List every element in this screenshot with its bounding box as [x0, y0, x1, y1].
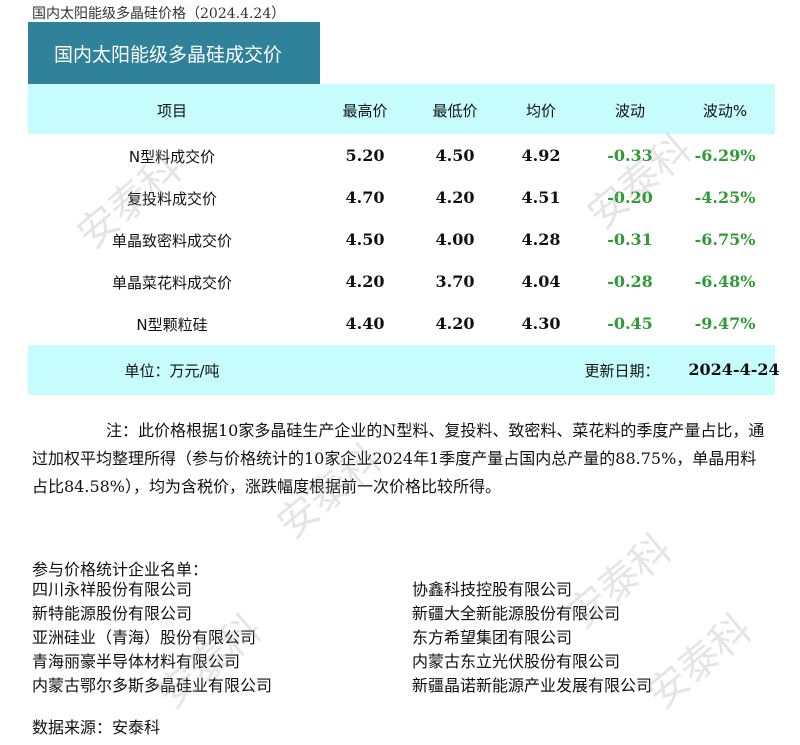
row-label: N型颗粒硅: [136, 316, 208, 334]
table-footer-row: 单位：万元/吨 更新日期： 2024-4-24: [28, 345, 780, 395]
table-cell: 4.40: [345, 314, 385, 333]
table-cell: 4.20: [345, 272, 385, 291]
table-cell: -9.47%: [694, 314, 756, 333]
company-item: 内蒙古东立光伏股份有限公司: [412, 652, 621, 671]
table-cell: 4.51: [521, 188, 561, 207]
table-cell: 4.70: [345, 188, 385, 207]
table-cell: 4.20: [435, 188, 475, 207]
column-header: 项目: [156, 102, 188, 120]
table-cell: -6.75%: [694, 230, 756, 249]
column-header: 最高价: [342, 102, 388, 120]
column-header: 波动: [614, 102, 646, 120]
table-cell: -0.33: [607, 146, 653, 165]
document-title: 国内太阳能级多晶硅价格（2024.4.24）: [32, 6, 286, 22]
table-cell: -6.29%: [694, 146, 756, 165]
note-paragraph: 注：此价格根据10家多晶硅生产企业的N型料、复投料、致密料、菜花料的季度产量占比…: [32, 421, 765, 496]
company-item: 东方希望集团有限公司: [412, 628, 573, 647]
table-cell: -4.25%: [694, 188, 756, 207]
table-cell: 4.00: [435, 230, 475, 249]
companies-title: 参与价格统计企业名单：: [32, 560, 209, 579]
unit-label: 单位：万元/吨: [124, 362, 220, 380]
table-cell: 4.28: [521, 230, 561, 249]
company-item: 新疆大全新能源股份有限公司: [412, 604, 621, 623]
table-cell: -0.45: [607, 314, 653, 333]
table-cell: 4.20: [435, 314, 475, 333]
column-header: 波动%: [702, 102, 748, 120]
update-label: 更新日期：: [584, 362, 660, 380]
watermark: 安泰科: [639, 605, 761, 719]
table-cell: -0.20: [607, 188, 653, 207]
company-item: 新特能源股份有限公司: [32, 604, 193, 623]
row-label: 单晶菜花料成交价: [111, 274, 233, 292]
company-item: 协鑫科技控股有限公司: [412, 580, 573, 599]
row-label: 单晶致密料成交价: [111, 232, 233, 250]
company-item: 内蒙古鄂尔多斯多晶硅业有限公司: [32, 676, 273, 695]
table-cell: -6.48%: [694, 272, 756, 291]
table-cell: -0.31: [607, 230, 653, 249]
row-label: N型料成交价: [128, 148, 216, 166]
table-cell: -0.28: [607, 272, 653, 291]
table-cell: 5.20: [345, 146, 385, 165]
row-label: 复投料成交价: [126, 190, 218, 208]
column-header: 均价: [525, 102, 557, 120]
table-cell: 4.50: [435, 146, 475, 165]
table-title: 国内太阳能级多晶硅成交价: [28, 22, 320, 84]
company-item: 亚洲硅业（青海）股份有限公司: [32, 628, 257, 647]
data-source: 数据来源：安泰科: [32, 718, 161, 737]
company-item: 新疆晶诺新能源产业发展有限公司: [412, 676, 653, 695]
table-cell: 3.70: [435, 272, 475, 291]
table-cell: 4.50: [345, 230, 385, 249]
table-cell: 4.04: [521, 272, 561, 291]
company-item: 青海丽豪半导体材料有限公司: [32, 652, 241, 671]
watermark: 安泰科: [579, 125, 701, 239]
column-header: 最低价: [432, 102, 478, 120]
update-date: 2024-4-24: [688, 360, 780, 379]
company-item: 四川永祥股份有限公司: [32, 580, 193, 599]
table-cell: 4.92: [521, 146, 561, 165]
table-cell: 4.30: [521, 314, 561, 333]
table-header-row: [28, 84, 775, 134]
